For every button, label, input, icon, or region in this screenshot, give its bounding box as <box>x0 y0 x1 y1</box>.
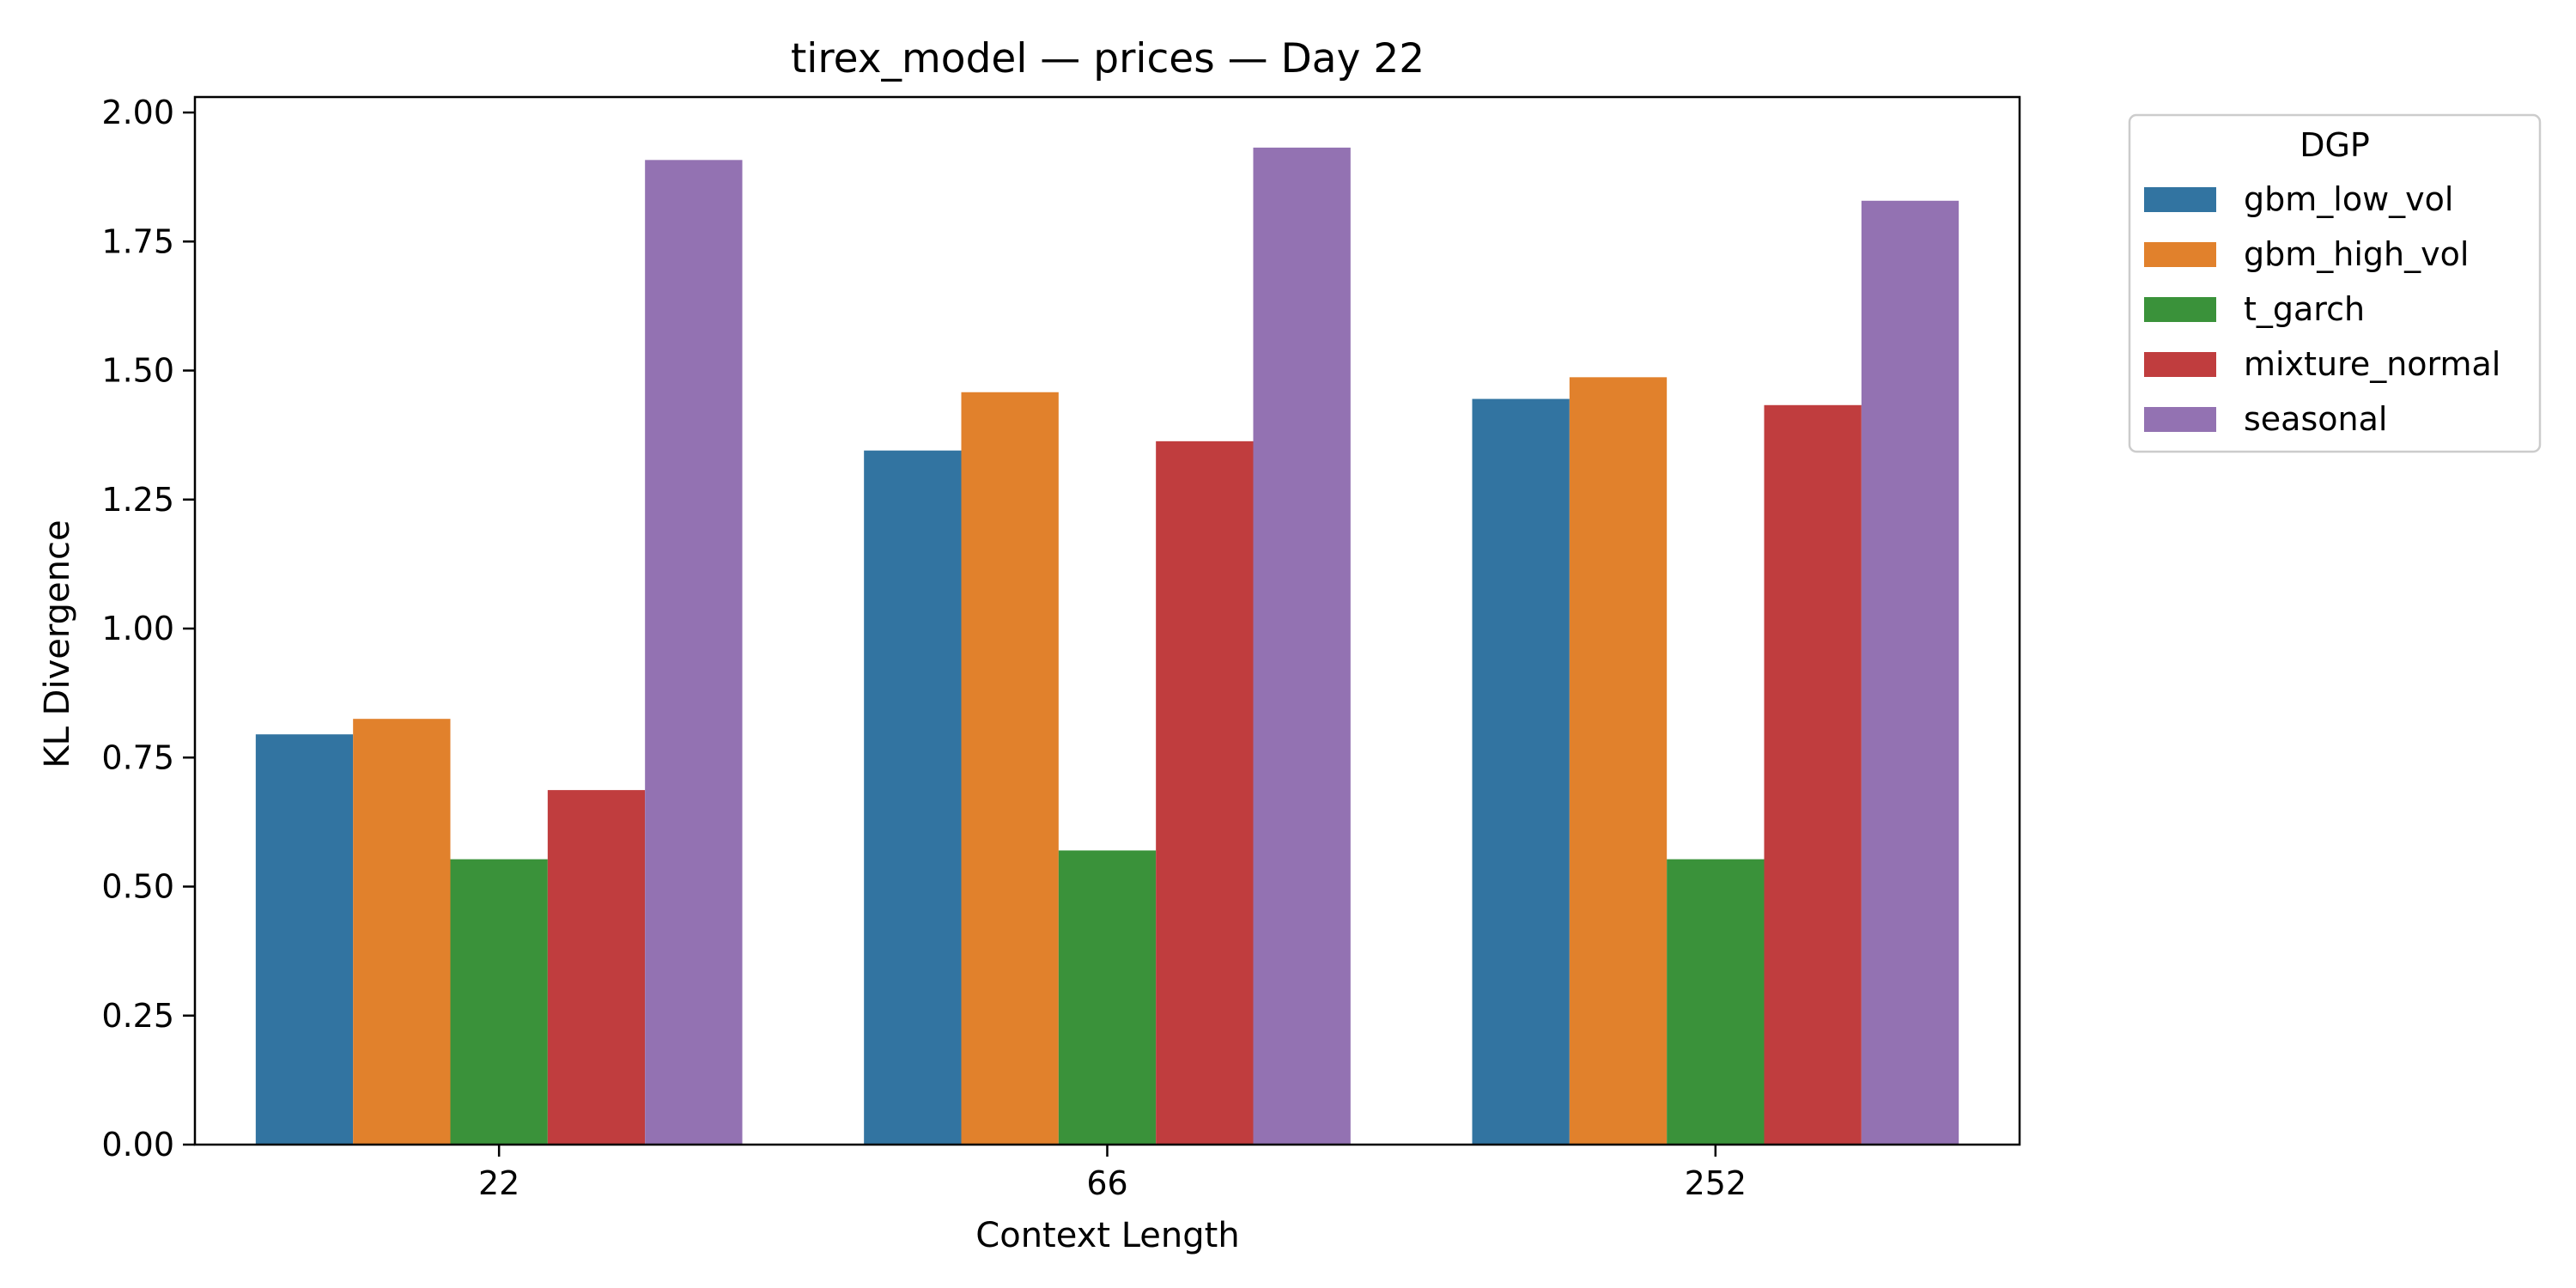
bar-gbm_high_vol-66 <box>961 392 1059 1145</box>
x-axis-label: Context Length <box>975 1216 1239 1255</box>
legend: DGP gbm_low_vol gbm_high_vol t_garchmixtur… <box>2128 113 2542 453</box>
legend-swatch-mixture_normal <box>2144 352 2216 377</box>
bars-group <box>255 147 1959 1145</box>
legend-label-t_garch: t_garch <box>2244 290 2365 328</box>
y-tick-label: 2.00 <box>101 94 174 131</box>
y-tick-label: 1.25 <box>101 481 174 519</box>
bar-gbm_low_vol-252 <box>1472 398 1570 1145</box>
legend-title: DGP <box>2300 126 2370 164</box>
legend-box <box>2128 113 2542 453</box>
legend-swatch-t_garch <box>2144 297 2216 322</box>
x-axis: 22 66 252 <box>478 1145 1747 1202</box>
y-tick-label: 0.50 <box>101 868 174 906</box>
legend-swatch-seasonal <box>2144 407 2216 432</box>
bar-t_garch-22 <box>450 859 548 1145</box>
bar-seasonal-22 <box>645 160 743 1145</box>
chart-title: tirex_model — prices — Day 22 <box>791 35 1425 82</box>
legend-label-gbm_high_vol: gbm_high_vol <box>2244 235 2469 273</box>
x-tick-label: 66 <box>1086 1164 1127 1202</box>
legend-label-mixture_normal: mixture_normal <box>2244 345 2500 383</box>
bar-mixture_normal-252 <box>1764 404 1862 1145</box>
y-tick-label: 0.00 <box>101 1126 174 1163</box>
y-tick-label: 0.25 <box>101 997 174 1035</box>
y-tick-label: 0.75 <box>101 738 174 776</box>
bar-gbm_high_vol-252 <box>1569 377 1668 1145</box>
bar-t_garch-252 <box>1667 859 1765 1145</box>
bar-mixture_normal-66 <box>1156 440 1254 1145</box>
bar-mixture_normal-22 <box>547 790 646 1145</box>
bar-gbm_low_vol-22 <box>255 734 354 1145</box>
x-tick-label: 22 <box>478 1164 519 1202</box>
y-axis-label: KL Divergence <box>38 519 77 768</box>
y-tick-label: 1.00 <box>101 610 174 647</box>
legend-items: gbm_low_vol gbm_high_vol t_garch mixture_no… <box>2144 180 2500 438</box>
y-tick-label: 1.75 <box>101 222 174 260</box>
legend-swatch-gbm_high_vol <box>2144 242 2216 267</box>
y-axis: 0.00 0.25 0.50 0.75 1.00 1.25 1.50 1.75 2.00 <box>101 94 195 1163</box>
bar-gbm_low_vol-66 <box>864 450 962 1145</box>
bar-gbm_high_vol-22 <box>353 719 451 1145</box>
legend-label-gbm_low_vol: gbm_low_vol <box>2244 180 2453 218</box>
bar-seasonal-66 <box>1253 147 1351 1145</box>
y-tick-label: 1.50 <box>101 352 174 390</box>
bar-t_garch-66 <box>1058 850 1157 1145</box>
bar-seasonal-252 <box>1861 200 1959 1145</box>
legend-swatch-gbm_low_vol <box>2144 187 2216 212</box>
legend-label-seasonal: seasonal <box>2244 400 2387 438</box>
x-tick-label: 252 <box>1685 1164 1747 1202</box>
